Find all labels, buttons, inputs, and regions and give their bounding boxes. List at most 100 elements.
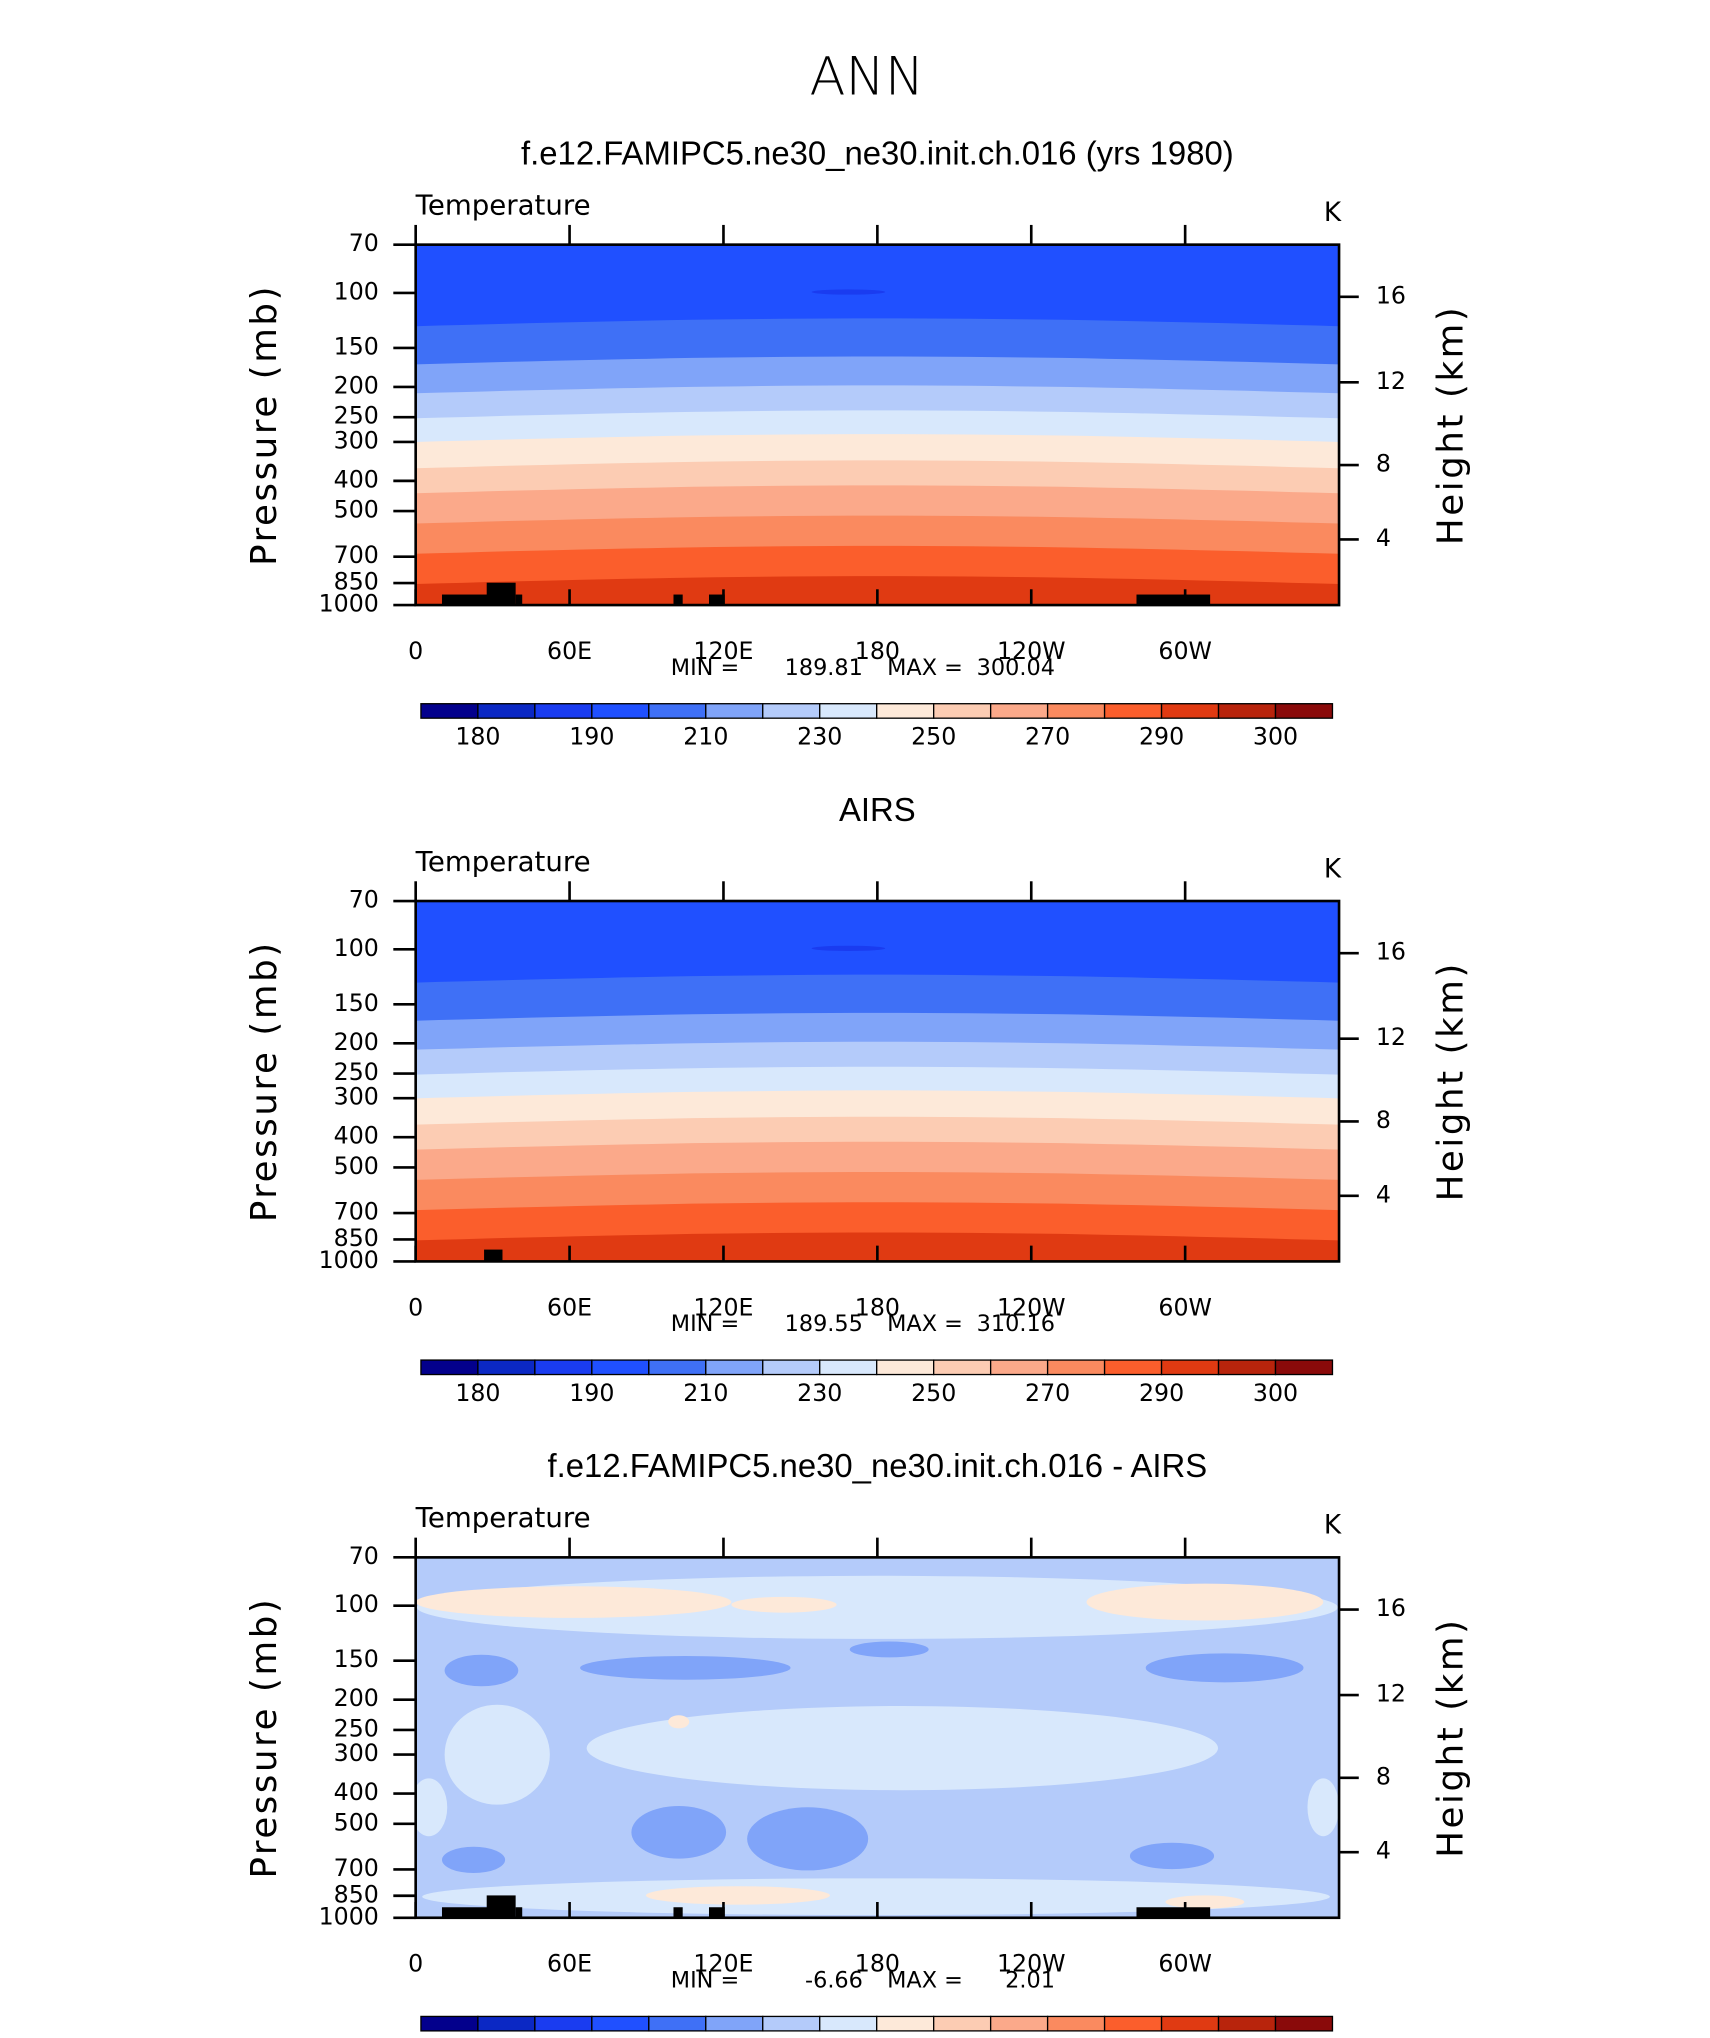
max-value: 300.04 <box>977 655 1055 681</box>
colorbar-label: 270 <box>1025 1379 1070 1407</box>
contour-fill <box>422 1878 1330 1916</box>
colorbar-label: -9 <box>466 2035 490 2038</box>
x-tick-label: 180 <box>855 1950 900 1978</box>
colorbar-label: 210 <box>683 1379 728 1407</box>
y2-tick-label: 8 <box>1376 1762 1391 1790</box>
colorbar-box <box>420 703 479 719</box>
min-label: MIN = <box>671 1967 739 1993</box>
colorbar-box <box>1160 1359 1220 1376</box>
y2-tick-label: 12 <box>1376 367 1406 395</box>
colorbar-box <box>762 703 821 719</box>
y2-axis-label: Height (km) <box>1431 961 1472 1201</box>
y2-tick-label: 12 <box>1376 1680 1406 1708</box>
y-tick-label: 1000 <box>319 590 379 618</box>
contour-fill <box>747 1807 869 1871</box>
min-value: 189.55 <box>785 1311 863 1337</box>
colorbar-box <box>1274 703 1334 719</box>
x-tick-label: 120W <box>997 1293 1066 1321</box>
colorbar-label: 2 <box>983 2035 998 2038</box>
colorbar-box <box>1103 2015 1163 2032</box>
contour-fill <box>631 1805 727 1859</box>
topography <box>441 1907 489 1918</box>
y-tick-label: 850 <box>334 1224 379 1252</box>
x-tick-label: 60W <box>1158 1950 1212 1978</box>
colorbar-box <box>762 2015 821 2032</box>
units-label: K <box>1324 198 1342 228</box>
colorbar-box <box>933 1359 992 1376</box>
colorbar-box <box>876 703 935 719</box>
colorbar-label: 9 <box>1268 2035 1283 2038</box>
colorbar-box <box>819 2015 878 2032</box>
colorbar-box <box>705 1359 764 1376</box>
colorbar-box <box>1274 1359 1334 1376</box>
colorbar-box <box>591 1359 650 1376</box>
colorbar-box <box>819 703 878 719</box>
topography <box>1136 594 1211 606</box>
variable-label: Temperature <box>415 188 591 221</box>
colorbar-box <box>1103 703 1163 719</box>
y-tick-label: 70 <box>349 229 379 257</box>
colorbar-box <box>534 703 593 719</box>
topography <box>1136 1907 1211 1918</box>
colorbar-label: -3 <box>694 2035 718 2038</box>
x-tick-label: 60W <box>1158 637 1212 665</box>
colorbar-box <box>1160 2015 1220 2032</box>
min-value: 189.81 <box>785 655 863 681</box>
colorbar-box <box>1274 2015 1334 2032</box>
y-axis-label: Pressure (mb) <box>244 940 285 1222</box>
x-tick-label: 120E <box>693 637 753 665</box>
y-tick-label: 70 <box>349 886 379 914</box>
colorbar-label: 1 <box>926 2035 941 2038</box>
topography <box>484 1249 503 1262</box>
colorbar-label: -4 <box>637 2035 661 2038</box>
y-tick-label: 250 <box>334 1714 379 1742</box>
x-tick-label: 60W <box>1158 1293 1212 1321</box>
x-tick-label: 60E <box>547 1950 592 1978</box>
topography <box>673 1907 683 1918</box>
contour-field <box>415 901 1340 1262</box>
colorbar-box <box>420 1359 479 1376</box>
colorbar-box <box>420 2015 479 2032</box>
y-tick-label: 200 <box>334 1684 379 1712</box>
y-tick-label: 1000 <box>319 1246 379 1274</box>
contour-fill <box>1086 1583 1324 1621</box>
colorbar-label: 180 <box>455 722 500 750</box>
contour-fill <box>1145 1653 1304 1683</box>
contour-fill <box>731 1596 837 1613</box>
colorbar-box <box>534 2015 593 2032</box>
panel-title: f.e12.FAMIPC5.ne30_ne30.init.ch.016 - AI… <box>547 1447 1207 1484</box>
y-tick-label: 150 <box>334 332 379 360</box>
y-tick-label: 700 <box>334 541 379 569</box>
variable-label: Temperature <box>415 845 591 878</box>
y-tick-label: 100 <box>334 934 379 962</box>
colorbar-box <box>989 1359 1049 1376</box>
y2-tick-label: 16 <box>1376 281 1406 309</box>
colorbar-label: 0 <box>869 2035 884 2038</box>
y-tick-label: 700 <box>334 1854 379 1882</box>
colorbar-box <box>819 1359 878 1376</box>
units-label: K <box>1324 854 1342 884</box>
min-value: -6.66 <box>805 1967 863 1993</box>
colorbar-box <box>591 2015 650 2032</box>
contour-field <box>415 1557 1340 1918</box>
max-value: 2.01 <box>1005 1967 1055 1993</box>
y2-tick-label: 4 <box>1376 524 1391 552</box>
colorbar-box <box>933 703 992 719</box>
colorbar-box <box>933 2015 992 2032</box>
y-tick-label: 500 <box>334 1808 379 1836</box>
colorbar-label: 7 <box>1211 2035 1226 2038</box>
colorbar-box <box>762 1359 821 1376</box>
x-tick-label: 120E <box>693 1293 753 1321</box>
colorbar-box <box>876 1359 935 1376</box>
min-label: MIN = <box>671 655 739 681</box>
colorbar-box <box>648 2015 707 2032</box>
y2-tick-label: 16 <box>1376 938 1406 966</box>
y-tick-label: 250 <box>334 1058 379 1086</box>
y-tick-label: 100 <box>334 277 379 305</box>
contour-fill <box>1129 1842 1215 1870</box>
y2-axis-label: Height (km) <box>1431 305 1472 545</box>
max-label: MAX = <box>887 655 963 681</box>
contour-fill <box>811 945 886 951</box>
colorbar-box <box>1217 703 1277 719</box>
colorbar-label: 5 <box>1154 2035 1169 2038</box>
